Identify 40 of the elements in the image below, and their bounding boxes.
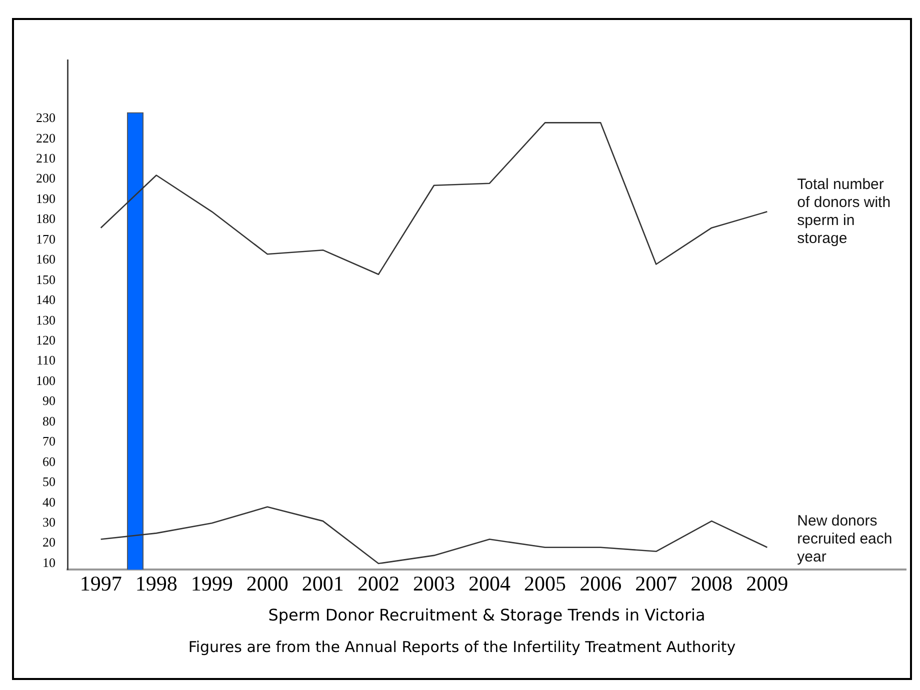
x-tick-label: 2009 [746,572,788,596]
y-tick-label: 70 [42,434,56,449]
y-tick-label: 180 [36,211,56,226]
x-tick-label: 2005 [524,572,566,596]
y-tick-label: 130 [36,312,56,328]
y-tick-label: 160 [36,252,56,267]
text: Figures are from the Annual Reports of the Infertility Treatment Authority [187,638,737,656]
y-tick-label: 200 [36,170,56,186]
y-tick-label: 100 [36,372,56,388]
y-tick-label: 50 [42,474,56,490]
x-tick-label: 2008 [690,572,733,596]
y-tick-label: 210 [36,150,56,166]
x-tick-label: 2000 [246,572,288,596]
y-tick-label: 120 [36,332,56,348]
y-tick-label: 230 [36,110,56,126]
x-tick-label: 2007 [635,572,678,596]
y-tick-label: 60 [42,454,56,469]
y-tick-label: 30 [42,514,56,530]
x-axis-title: Sperm Donor Recruitment & Storage Trends in Victoria [268,606,706,625]
x-tick-label: 2006 [580,572,622,596]
x-tick-label: 2004 [468,572,512,596]
x-tick-label: 2002 [357,572,400,596]
y-tick-label: 40 [42,494,56,510]
y-tick-label: 10 [42,554,56,570]
x-tick-label: 1998 [135,572,178,596]
text: New donors recruited each year [797,512,892,566]
y-tick-label: 220 [36,130,56,146]
x-tick-label: 1999 [190,572,233,596]
y-tick-label: 80 [42,413,56,428]
y-tick-label: 150 [36,272,56,287]
y-tick-label: 170 [36,231,56,246]
text: Total number of donors with sperm in storage [797,176,891,247]
x-tick-label: 1997 [80,572,122,596]
y-tick-label: 190 [36,190,56,206]
y-tick-label: 110 [36,352,56,368]
y-tick-label: 20 [42,534,56,550]
x-tick-label: 2003 [412,572,455,596]
x-tick-label: 2001 [302,572,344,596]
y-tick-label: 90 [42,393,56,408]
y-tick-label: 140 [36,292,56,308]
